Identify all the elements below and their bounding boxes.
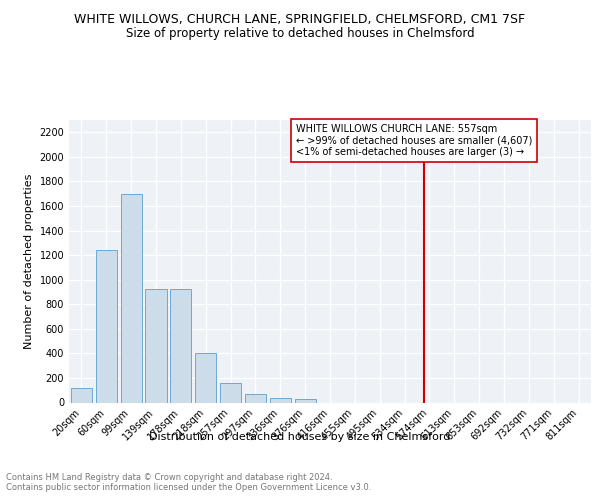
Bar	[220, 384, 241, 402]
Y-axis label: Number of detached properties: Number of detached properties	[24, 174, 34, 349]
Text: Contains HM Land Registry data © Crown copyright and database right 2024.
Contai: Contains HM Land Registry data © Crown c…	[6, 472, 371, 492]
Text: Distribution of detached houses by size in Chelmsford: Distribution of detached houses by size …	[149, 432, 451, 442]
Text: Size of property relative to detached houses in Chelmsford: Size of property relative to detached ho…	[125, 28, 475, 40]
Bar	[121, 194, 142, 402]
Bar	[270, 398, 291, 402]
Bar	[295, 400, 316, 402]
Bar	[195, 353, 216, 403]
Text: WHITE WILLOWS, CHURCH LANE, SPRINGFIELD, CHELMSFORD, CM1 7SF: WHITE WILLOWS, CHURCH LANE, SPRINGFIELD,…	[74, 12, 526, 26]
Bar	[71, 388, 92, 402]
Bar	[245, 394, 266, 402]
Bar	[96, 250, 117, 402]
Text: WHITE WILLOWS CHURCH LANE: 557sqm
← >99% of detached houses are smaller (4,607)
: WHITE WILLOWS CHURCH LANE: 557sqm ← >99%…	[296, 124, 532, 158]
Bar	[145, 289, 167, 403]
Bar	[170, 289, 191, 403]
